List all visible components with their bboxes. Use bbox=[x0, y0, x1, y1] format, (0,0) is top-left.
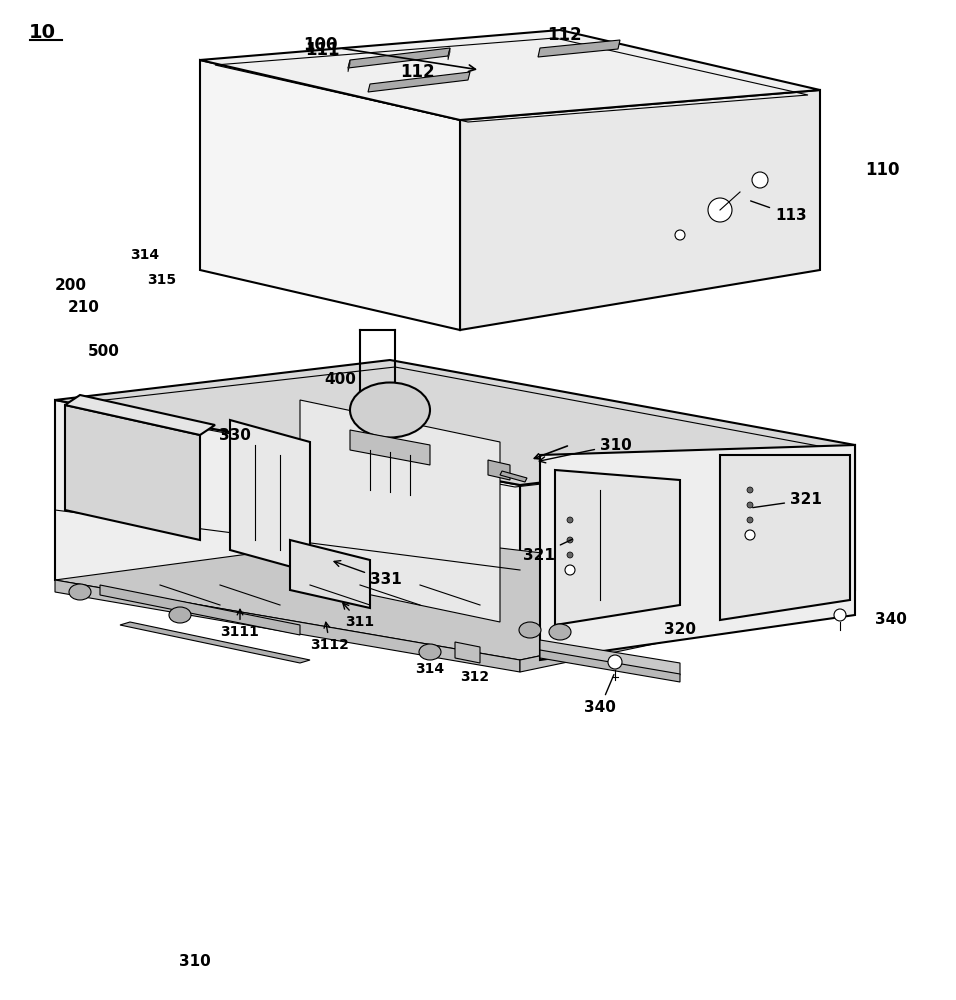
Text: 320: 320 bbox=[664, 622, 696, 638]
Polygon shape bbox=[460, 90, 820, 330]
Text: 400: 400 bbox=[324, 372, 356, 387]
Text: 500: 500 bbox=[88, 344, 120, 360]
Polygon shape bbox=[540, 650, 680, 682]
Polygon shape bbox=[300, 400, 500, 622]
Text: 310: 310 bbox=[539, 438, 632, 463]
Polygon shape bbox=[368, 72, 470, 92]
Polygon shape bbox=[720, 455, 850, 620]
Circle shape bbox=[567, 537, 573, 543]
Text: 110: 110 bbox=[865, 161, 900, 179]
Polygon shape bbox=[555, 470, 680, 625]
Circle shape bbox=[747, 502, 753, 508]
Polygon shape bbox=[540, 445, 855, 660]
Text: 340: 340 bbox=[584, 675, 616, 715]
Polygon shape bbox=[200, 30, 820, 120]
Circle shape bbox=[745, 530, 755, 540]
Text: 112: 112 bbox=[401, 63, 435, 81]
Polygon shape bbox=[455, 642, 480, 663]
Ellipse shape bbox=[69, 584, 91, 600]
Polygon shape bbox=[55, 400, 520, 660]
Text: 321: 321 bbox=[752, 492, 822, 508]
Circle shape bbox=[834, 609, 846, 621]
Text: 340: 340 bbox=[875, 612, 907, 628]
Circle shape bbox=[747, 487, 753, 493]
Text: 314: 314 bbox=[416, 662, 445, 676]
Polygon shape bbox=[100, 585, 300, 635]
Polygon shape bbox=[55, 360, 855, 485]
Polygon shape bbox=[348, 60, 350, 72]
Text: 100: 100 bbox=[303, 36, 475, 72]
Polygon shape bbox=[120, 622, 310, 663]
Polygon shape bbox=[290, 540, 370, 608]
Ellipse shape bbox=[419, 644, 441, 660]
Polygon shape bbox=[520, 445, 855, 660]
Ellipse shape bbox=[549, 624, 571, 640]
Circle shape bbox=[567, 517, 573, 523]
Ellipse shape bbox=[519, 622, 541, 638]
Polygon shape bbox=[55, 580, 520, 672]
Text: 330: 330 bbox=[219, 428, 250, 442]
Polygon shape bbox=[488, 460, 510, 480]
Polygon shape bbox=[230, 420, 310, 572]
Text: 10: 10 bbox=[29, 22, 55, 41]
Text: 200: 200 bbox=[55, 277, 87, 292]
Text: 331: 331 bbox=[334, 561, 402, 587]
Text: 113: 113 bbox=[750, 201, 807, 223]
Polygon shape bbox=[200, 60, 460, 330]
Text: 311: 311 bbox=[343, 603, 375, 629]
Text: 321: 321 bbox=[523, 539, 573, 562]
Polygon shape bbox=[350, 430, 430, 465]
Circle shape bbox=[675, 230, 685, 240]
Text: 312: 312 bbox=[461, 670, 489, 684]
Polygon shape bbox=[55, 535, 855, 660]
Circle shape bbox=[608, 655, 622, 669]
Text: 3111: 3111 bbox=[221, 609, 259, 639]
Text: 210: 210 bbox=[68, 300, 99, 316]
Text: 3112: 3112 bbox=[311, 622, 350, 652]
Text: 112: 112 bbox=[548, 26, 582, 44]
Circle shape bbox=[747, 517, 753, 523]
Polygon shape bbox=[65, 405, 200, 540]
Polygon shape bbox=[500, 471, 527, 482]
Polygon shape bbox=[540, 640, 680, 675]
Circle shape bbox=[567, 552, 573, 558]
Text: 310: 310 bbox=[179, 954, 211, 970]
Text: 111: 111 bbox=[306, 41, 340, 59]
Polygon shape bbox=[448, 48, 450, 60]
Polygon shape bbox=[520, 590, 855, 672]
Ellipse shape bbox=[350, 382, 430, 438]
Circle shape bbox=[565, 565, 575, 575]
Text: 315: 315 bbox=[147, 273, 177, 287]
Polygon shape bbox=[348, 48, 450, 68]
Circle shape bbox=[752, 172, 768, 188]
Polygon shape bbox=[538, 40, 620, 57]
Circle shape bbox=[708, 198, 732, 222]
Ellipse shape bbox=[169, 607, 191, 623]
Polygon shape bbox=[65, 395, 215, 435]
Text: 314: 314 bbox=[130, 248, 160, 262]
